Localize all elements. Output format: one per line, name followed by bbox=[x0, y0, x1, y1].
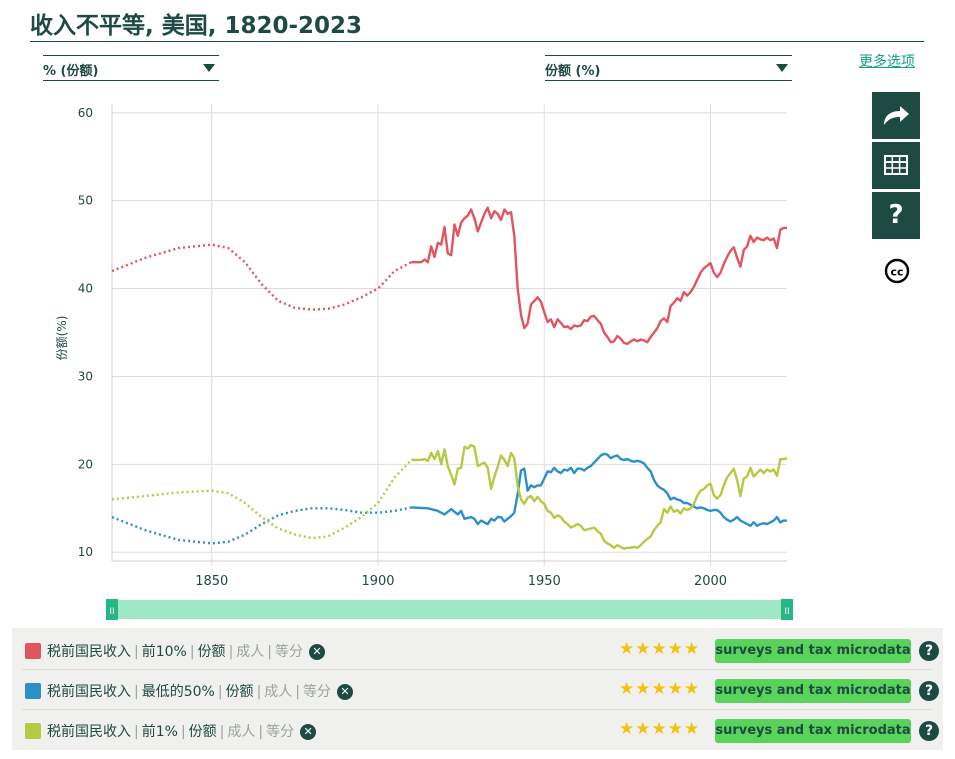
separator: | bbox=[258, 724, 264, 740]
data-table-button[interactable] bbox=[872, 142, 920, 189]
y-axis-label: 份额(%) bbox=[55, 316, 69, 361]
series-line-0[interactable] bbox=[411, 206, 787, 346]
series-line-estimated-0[interactable] bbox=[111, 243, 412, 311]
help-button[interactable]: ? bbox=[872, 192, 920, 239]
separator: | bbox=[267, 644, 272, 660]
source-badge[interactable]: surveys and tax microdata bbox=[715, 639, 911, 663]
series-population: 成人 bbox=[236, 644, 265, 660]
series-help-icon[interactable]: ? bbox=[919, 681, 939, 701]
remove-series-icon[interactable]: ✕ bbox=[337, 684, 353, 700]
series-measure: 份额 bbox=[188, 724, 217, 740]
series-unit: 等分 bbox=[303, 684, 331, 700]
y-tick-label: 40 bbox=[78, 282, 93, 296]
right-axis-dropdown[interactable]: 份额 (%) bbox=[545, 55, 792, 81]
range-slider-track[interactable] bbox=[108, 600, 792, 619]
quality-stars: ★★★★★ bbox=[619, 639, 701, 659]
y-tick-label: 30 bbox=[78, 369, 93, 383]
range-slider-end-grip: II bbox=[784, 607, 789, 617]
separator: | bbox=[180, 724, 186, 740]
chevron-down-icon bbox=[776, 64, 788, 72]
x-tick-label: 2000 bbox=[694, 574, 727, 589]
series-color-swatch bbox=[25, 643, 41, 659]
chart-axes: 10 20 30 40 50 60 1850 1900 1950 2000 bbox=[78, 104, 787, 589]
separator: | bbox=[295, 684, 300, 700]
separator: | bbox=[134, 724, 139, 740]
share-arrow-icon bbox=[884, 106, 909, 125]
series-population: 成人 bbox=[227, 724, 256, 740]
separator: | bbox=[228, 644, 234, 660]
y-tick-label: 50 bbox=[78, 194, 93, 208]
separator: | bbox=[217, 684, 223, 700]
legend-divider bbox=[22, 669, 933, 670]
y-tick-label: 60 bbox=[78, 106, 93, 120]
series-measure: 份额 bbox=[197, 644, 226, 660]
range-slider-start-grip: II bbox=[109, 607, 114, 617]
source-badge[interactable]: surveys and tax microdata bbox=[715, 679, 911, 703]
series-unit: 等分 bbox=[266, 724, 295, 740]
remove-series-icon[interactable]: ✕ bbox=[309, 644, 325, 660]
chart-gridlines bbox=[112, 104, 787, 566]
series-measure: 份额 bbox=[225, 684, 254, 700]
left-axis-dropdown-label: % (份额) bbox=[43, 64, 99, 79]
range-slider-end-handle[interactable] bbox=[781, 599, 793, 620]
legend-row-top10[interactable]: 税前国民收入 | 前10% | 份额 | 成人 | 等分 ✕ ★★★★★ surveys and … bbox=[12, 630, 943, 670]
separator: | bbox=[189, 644, 195, 660]
page-title: 收入不平等, 美国, 1820-2023 bbox=[30, 13, 363, 39]
separator: | bbox=[256, 684, 262, 700]
right-axis-dropdown-label: 份额 (%) bbox=[545, 64, 601, 79]
creative-commons-icon[interactable]: cc bbox=[884, 258, 910, 284]
separator: | bbox=[134, 684, 139, 700]
title-divider bbox=[30, 41, 924, 42]
series-metric: 税前国民收入 bbox=[47, 644, 131, 660]
chevron-down-icon bbox=[203, 64, 215, 72]
table-grid-icon bbox=[884, 155, 908, 175]
legend-row-top1[interactable]: 税前国民收入 | 前1% | 份额 | 成人 | 等分 ✕ ★★★★★ surveys and t… bbox=[12, 710, 943, 750]
series-help-icon[interactable]: ? bbox=[919, 641, 939, 661]
left-axis-dropdown[interactable]: % (份额) bbox=[43, 55, 219, 81]
series-line-1[interactable] bbox=[411, 452, 787, 527]
source-badge[interactable]: surveys and tax microdata bbox=[715, 719, 911, 743]
series-help-icon[interactable]: ? bbox=[919, 721, 939, 741]
question-mark-icon: ? bbox=[888, 200, 904, 230]
y-tick-label: 20 bbox=[78, 457, 93, 471]
line-chart: 10 20 30 40 50 60 1850 1900 1950 2000 份额(%) II II bbox=[55, 104, 793, 620]
share-button[interactable] bbox=[872, 92, 920, 139]
remove-series-icon[interactable]: ✕ bbox=[300, 724, 317, 740]
quality-stars: ★★★★★ bbox=[619, 719, 701, 739]
series-metric: 税前国民收入 bbox=[47, 724, 131, 740]
series-group: 最低的50% bbox=[141, 684, 215, 700]
series-line-estimated-2[interactable] bbox=[111, 459, 413, 540]
more-options-link[interactable]: 更多选项 bbox=[859, 54, 915, 70]
series-unit: 等分 bbox=[275, 644, 303, 660]
series-group: 前1% bbox=[141, 724, 178, 740]
series-population: 成人 bbox=[264, 684, 293, 700]
series-line-2[interactable] bbox=[411, 443, 788, 550]
y-tick-label: 10 bbox=[78, 545, 93, 559]
x-tick-label: 1900 bbox=[361, 574, 394, 589]
series-color-swatch bbox=[25, 723, 41, 739]
svg-text:cc: cc bbox=[890, 266, 903, 279]
x-tick-label: 1950 bbox=[528, 574, 561, 589]
legend-divider bbox=[22, 709, 933, 710]
x-tick-label: 1850 bbox=[195, 574, 228, 589]
year-range-slider[interactable]: II II bbox=[106, 599, 793, 620]
quality-stars: ★★★★★ bbox=[619, 679, 701, 699]
series-description: 税前国民收入 | 最低的50% | 份额 | 成人 | 等分 ✕ bbox=[47, 681, 353, 701]
series-metric: 税前国民收入 bbox=[47, 684, 131, 700]
range-slider-start-handle[interactable] bbox=[106, 599, 118, 620]
series-line-estimated-1[interactable] bbox=[111, 506, 412, 545]
legend-row-bottom50[interactable]: 税前国民收入 | 最低的50% | 份额 | 成人 | 等分 ✕ ★★★★★ surveys an… bbox=[12, 670, 943, 710]
series-color-swatch bbox=[25, 683, 41, 699]
chart-series[interactable] bbox=[111, 206, 788, 550]
separator: | bbox=[219, 724, 225, 740]
series-description: 税前国民收入 | 前1% | 份额 | 成人 | 等分 ✕ bbox=[47, 721, 317, 741]
series-group: 前10% bbox=[141, 644, 187, 660]
separator: | bbox=[134, 644, 139, 660]
series-description: 税前国民收入 | 前10% | 份额 | 成人 | 等分 ✕ bbox=[47, 641, 325, 661]
series-legend: 税前国民收入 | 前10% | 份额 | 成人 | 等分 ✕ ★★★★★ surveys and … bbox=[12, 628, 943, 750]
